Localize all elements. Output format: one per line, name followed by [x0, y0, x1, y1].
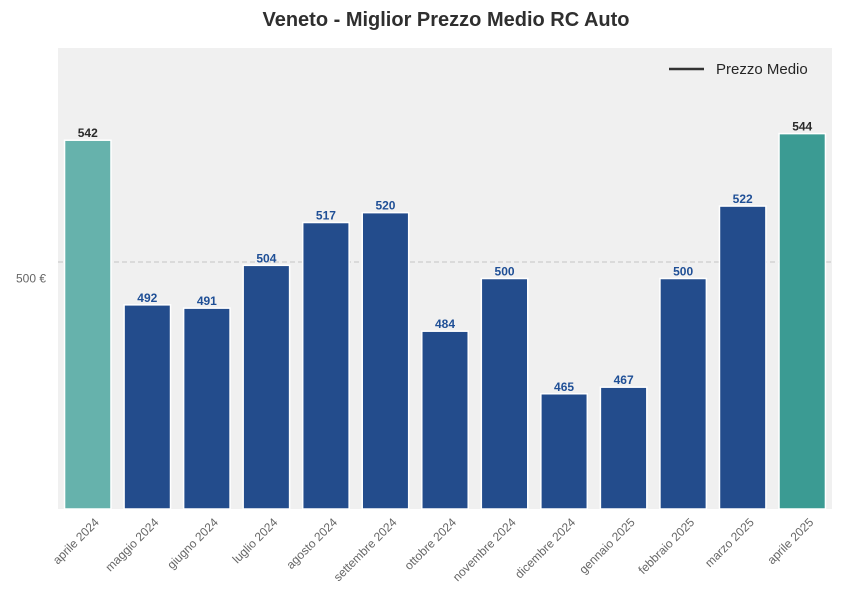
bar-value-label: 542 [78, 126, 98, 140]
bar-value-label: 484 [435, 317, 455, 331]
x-tick-label: agosto 2024 [283, 515, 340, 572]
bar-value-label: 504 [256, 251, 276, 265]
bar-marzo-2025 [718, 205, 767, 510]
bar-value-label: 544 [792, 120, 812, 134]
bar-febbraio-2025 [659, 277, 708, 510]
x-tick-label: marzo 2025 [702, 515, 757, 570]
x-tick-label: maggio 2024 [102, 515, 161, 574]
bar-novembre-2024 [480, 277, 529, 510]
y-tick-labels-group: 500 € [16, 272, 46, 286]
bars-group [63, 132, 827, 510]
x-tick-label: novembre 2024 [450, 515, 519, 584]
bar-value-label: 492 [137, 291, 157, 305]
bar-value-label: 467 [614, 373, 634, 387]
bar-dicembre-2024 [540, 393, 589, 510]
bar-value-label: 520 [375, 199, 395, 213]
x-tick-label: febbraio 2025 [635, 515, 697, 577]
x-tick-label: gennaio 2025 [576, 515, 638, 577]
bar-agosto-2024 [301, 221, 350, 510]
bar-value-label: 500 [673, 265, 693, 279]
x-tick-label: giugno 2024 [164, 515, 221, 572]
bar-value-label: 500 [495, 265, 515, 279]
x-tick-label: settembre 2024 [331, 515, 400, 584]
legend: Prezzo Medio [669, 61, 808, 78]
legend-label: Prezzo Medio [716, 61, 808, 78]
bar-giugno-2024 [182, 307, 231, 510]
chart-title: Veneto - Miglior Prezzo Medio RC Auto [262, 9, 629, 31]
bar-value-label: 491 [197, 294, 217, 308]
x-tick-label: ottobre 2024 [402, 515, 460, 573]
bar-ottobre-2024 [421, 330, 469, 510]
bar-settembre-2024 [361, 211, 410, 510]
bar-value-label: 465 [554, 380, 574, 394]
bar-maggio-2024 [123, 304, 172, 510]
bar-aprile-2025 [778, 132, 827, 510]
bar-value-label: 517 [316, 209, 336, 223]
bar-value-label: 522 [733, 192, 753, 206]
y-tick-label: 500 € [16, 272, 46, 286]
x-tick-label: dicembre 2024 [512, 515, 578, 581]
x-tick-label: luglio 2024 [230, 515, 281, 566]
x-tick-label: aprile 2024 [50, 515, 102, 567]
x-tick-label: aprile 2025 [764, 515, 816, 567]
bar-labels-group: 542 492 491 504 517 520 484 500 465 467 500 522 544 [78, 120, 813, 394]
bar-aprile-2024 [63, 139, 112, 510]
bar-gennaio-2025 [599, 386, 648, 510]
bar-luglio-2024 [242, 264, 291, 510]
x-tick-labels-group: aprile 2024 maggio 2024 giugno 2024 luglio … [50, 515, 817, 584]
